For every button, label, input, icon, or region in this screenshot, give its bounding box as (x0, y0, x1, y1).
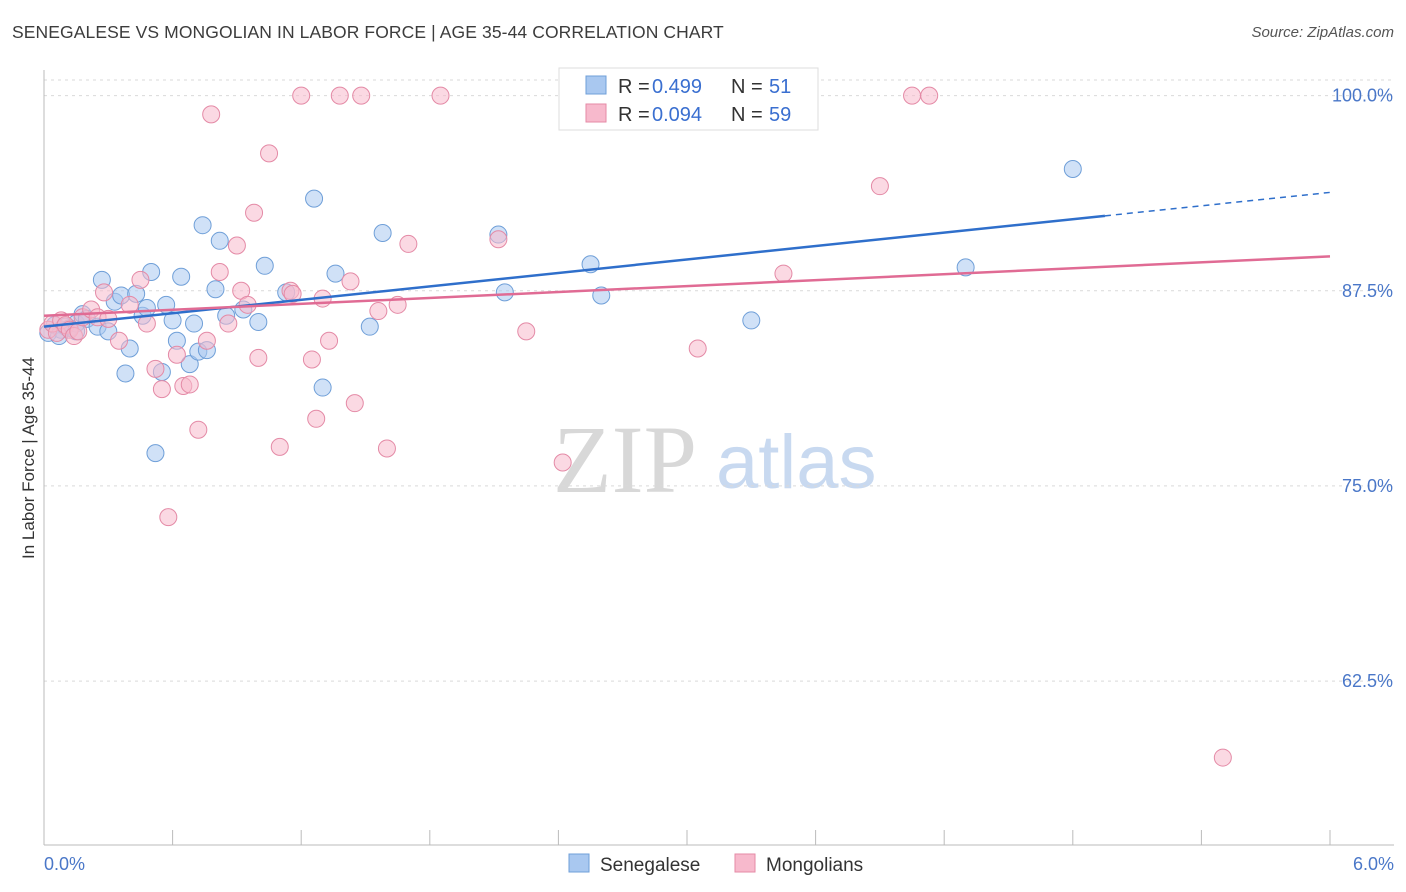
point-mongolians-52 (517, 322, 536, 341)
point-mongolians-43 (341, 272, 360, 291)
point-mongolians-33 (260, 144, 279, 163)
point-mongolians-44 (345, 394, 364, 413)
point-senegalese-48 (1063, 159, 1082, 178)
point-mongolians-11 (95, 283, 114, 302)
point-mongolians-31 (245, 203, 264, 222)
legend-n-value-2: 59 (769, 104, 791, 126)
point-senegalese-30 (206, 280, 225, 299)
trend-line-mongolians (43, 255, 1331, 317)
point-senegalese-35 (255, 256, 274, 275)
point-mongolians-60 (1213, 748, 1232, 767)
point-mongolians-22 (180, 375, 199, 394)
y-tick-labels: 62.5% 75.0% 87.5% 100.0% (1332, 86, 1393, 691)
point-senegalese-22 (163, 311, 182, 330)
legend-r-label-1: R = (618, 76, 650, 98)
point-senegalese-13 (116, 364, 135, 383)
point-senegalese-31 (210, 231, 229, 250)
point-mongolians-54 (688, 339, 707, 358)
point-mongolians-50 (431, 86, 450, 105)
legend-n-label-2: N = (731, 104, 763, 126)
y-axis-label: In Labor Force | Age 35-44 (19, 357, 38, 559)
point-senegalese-43 (495, 283, 514, 302)
watermark-atlas: atlas (716, 420, 877, 505)
correlation-legend: R = 0.499 N = 51 R = 0.094 N = 59 (558, 67, 819, 131)
point-mongolians-46 (369, 302, 388, 321)
point-senegalese-19 (146, 444, 165, 463)
y-tick-label-1: 75.0% (1342, 476, 1393, 496)
axes (43, 70, 1394, 846)
point-senegalese-34 (249, 312, 268, 331)
chart-title: SENEGALESE VS MONGOLIAN IN LABOR FORCE |… (12, 22, 724, 42)
bottom-legend-swatch-mongolians (734, 853, 756, 873)
point-mongolians-20 (167, 345, 186, 364)
source-label: Source: ZipAtlas.com (1251, 24, 1394, 41)
point-mongolians-57 (870, 177, 889, 196)
point-mongolians-13 (110, 331, 129, 350)
point-senegalese-26 (185, 314, 204, 333)
point-senegalese-37 (305, 189, 324, 208)
point-mongolians-23 (189, 420, 208, 439)
series-legend: Senegalese Mongolians (568, 853, 863, 876)
point-mongolians-36 (283, 284, 302, 303)
point-mongolians-58 (903, 86, 922, 105)
point-senegalese-28 (193, 216, 212, 235)
legend-n-label-1: N = (731, 76, 763, 98)
point-senegalese-17 (137, 298, 156, 317)
trend-lines (43, 191, 1331, 328)
point-mongolians-41 (320, 331, 339, 350)
x-tick-label-min: 0.0% (44, 854, 85, 874)
point-senegalese-47 (956, 258, 975, 277)
point-mongolians-34 (270, 437, 289, 456)
point-mongolians-32 (249, 348, 268, 367)
legend-r-value-1: 0.499 (652, 76, 702, 98)
legend-r-label-2: R = (618, 104, 650, 126)
legend-r-value-2: 0.094 (652, 104, 702, 126)
point-mongolians-47 (377, 439, 396, 458)
point-mongolians-42 (330, 86, 349, 105)
point-mongolians-45 (352, 86, 371, 105)
point-senegalese-40 (360, 317, 379, 336)
point-mongolians-49 (399, 234, 418, 253)
point-mongolians-17 (146, 359, 165, 378)
x-tick-label-max: 6.0% (1353, 854, 1394, 874)
point-mongolians-38 (302, 350, 321, 369)
gridlines (44, 79, 1394, 682)
point-senegalese-25 (180, 355, 199, 374)
point-mongolians-18 (152, 380, 171, 399)
point-mongolians-14 (120, 295, 139, 314)
point-mongolians-51 (489, 230, 508, 249)
trend-line-dashed-senegalese (1104, 191, 1331, 217)
legend-n-value-1: 51 (769, 76, 791, 98)
point-mongolians-53 (553, 453, 572, 472)
point-senegalese-24 (172, 267, 191, 286)
point-mongolians-39 (307, 409, 326, 428)
point-mongolians-56 (774, 264, 793, 283)
point-senegalese-41 (373, 224, 392, 242)
legend-swatch-mongolians (585, 103, 607, 123)
point-mongolians-24 (197, 331, 216, 350)
bottom-legend-label-senegalese: Senegalese (600, 855, 700, 876)
watermark-zip: ZIP (553, 406, 697, 513)
point-mongolians-59 (920, 86, 939, 105)
point-mongolians-28 (227, 236, 246, 255)
point-mongolians-27 (219, 314, 238, 333)
point-mongolians-37 (292, 86, 311, 105)
point-mongolians-15 (131, 270, 150, 289)
point-mongolians-25 (202, 105, 221, 124)
point-senegalese-39 (326, 264, 345, 283)
point-senegalese-38 (313, 378, 332, 397)
bottom-legend-label-mongolians: Mongolians (766, 855, 863, 876)
point-mongolians-19 (159, 508, 178, 527)
legend-swatch-senegalese (585, 75, 607, 95)
y-tick-label-3: 100.0% (1332, 86, 1393, 106)
y-tick-label-0: 62.5% (1342, 671, 1393, 691)
point-senegalese-46 (742, 311, 761, 330)
point-mongolians-26 (210, 263, 229, 282)
y-tick-label-2: 87.5% (1342, 281, 1393, 301)
bottom-legend-swatch-senegalese (568, 853, 590, 873)
